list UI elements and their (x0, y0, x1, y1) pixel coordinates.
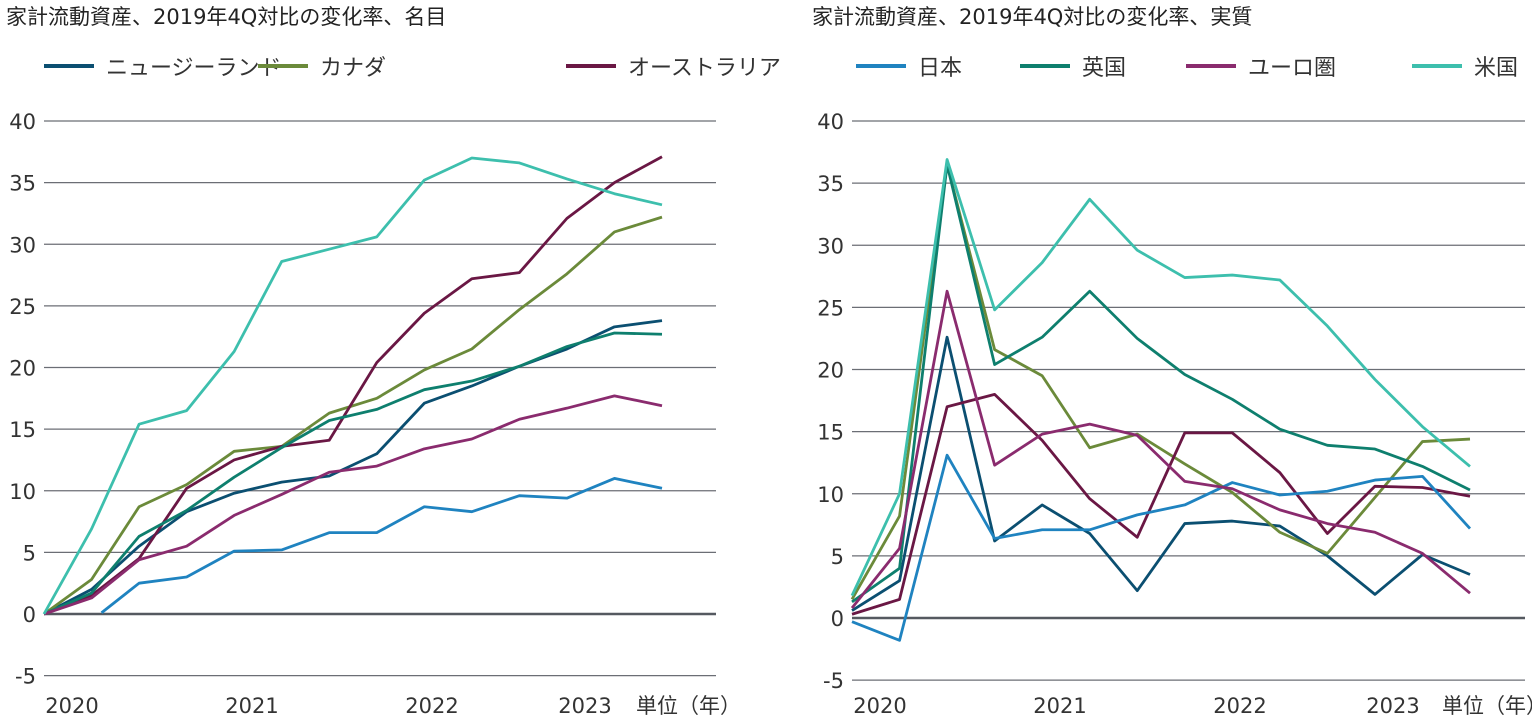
y-tick-label: 10 (817, 483, 844, 507)
y-tick-label: 40 (9, 110, 36, 134)
series-line-7 (42, 156, 663, 615)
series-line-7 (850, 158, 1471, 597)
y-tick-label: 20 (817, 359, 844, 383)
x-tick-label: 2023 (558, 694, 611, 718)
series-line-1 (43, 319, 663, 616)
y-tick-label: 25 (817, 296, 844, 320)
y-tick-label: 35 (9, 172, 36, 196)
legend-label: 日本 (918, 56, 962, 81)
y-tick-label: 20 (9, 357, 36, 381)
y-tick-label: 15 (9, 418, 36, 442)
legend-item: 米国 (1412, 56, 1518, 81)
y-tick-label: 5 (23, 541, 36, 565)
series-line-5 (43, 331, 663, 616)
chart-title: 家計流動資産、2019年4Q対比の変化率、実質 (812, 5, 1252, 29)
y-tick-label: -5 (823, 669, 844, 693)
y-tick-label: 15 (817, 421, 844, 445)
x-axis-unit-label: 単位（年） (636, 694, 741, 718)
legend-item: 英国 (1020, 56, 1126, 81)
x-tick-label: 2022 (405, 694, 458, 718)
x-tick-label: 2023 (1366, 694, 1419, 718)
y-tick-label: 0 (831, 607, 844, 631)
legend-label: 米国 (1474, 56, 1518, 81)
y-tick-label: 35 (817, 172, 844, 196)
y-tick-label: -5 (15, 665, 36, 689)
y-tick-label: 25 (9, 295, 36, 319)
legend-item: ニュージーランド (44, 56, 282, 81)
series-line-6 (850, 289, 1471, 609)
y-tick-label: 40 (817, 110, 844, 134)
x-tick-label: 2020 (853, 694, 906, 718)
series-line-1 (851, 335, 1471, 612)
x-tick-label: 2021 (225, 694, 278, 718)
legend-label: カナダ (320, 56, 386, 81)
legend-label: ユーロ圏 (1248, 56, 1336, 81)
y-tick-label: 0 (23, 603, 36, 627)
x-tick-label: 2022 (1213, 694, 1266, 718)
series-line-3 (43, 155, 663, 616)
legend-label: オーストラリア (628, 56, 781, 81)
x-axis-unit-label: 単位（年） (1442, 694, 1532, 718)
y-tick-label: 30 (817, 234, 844, 258)
series-line-2 (43, 215, 663, 616)
legend-item: カナダ (258, 56, 386, 81)
series-line-4 (100, 477, 663, 614)
x-tick-label: 2020 (45, 694, 98, 718)
chart-panel-2: 家計流動資産、2019年4Q対比の変化率、実質 40 35 30 25 20 15 10 5 0 -… (812, 5, 1532, 718)
legend-item: ユーロ圏 (1186, 56, 1336, 81)
y-tick-label: 30 (9, 233, 36, 257)
series-line-3 (851, 392, 1471, 616)
legend-item: オーストラリア (566, 56, 781, 81)
series-line-4 (851, 453, 1472, 642)
legend-item: 日本 (856, 56, 962, 81)
y-tick-label: 10 (9, 480, 36, 504)
legend-label: ニュージーランド (106, 56, 282, 81)
y-tick-label: 5 (831, 545, 844, 569)
series-line-5 (851, 163, 1471, 603)
legend-label: 英国 (1082, 56, 1126, 81)
chart-panel-1: 家計流動資産、2019年4Q対比の変化率、名目 40 35 30 25 20 15 10 5 0 -… (6, 5, 741, 718)
x-tick-label: 2021 (1033, 694, 1086, 718)
chart-title: 家計流動資産、2019年4Q対比の変化率、名目 (6, 5, 446, 29)
series-line-6 (43, 394, 663, 616)
